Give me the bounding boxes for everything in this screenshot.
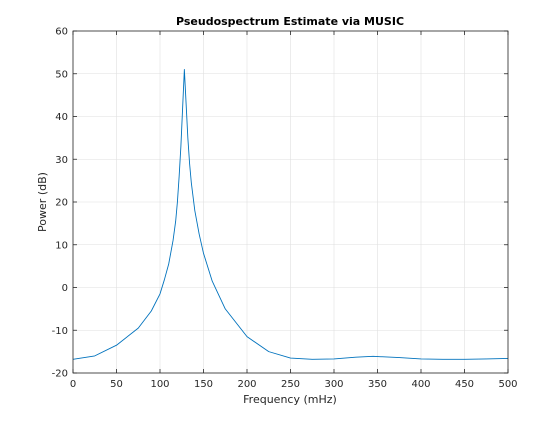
x-tick-label: 100: [150, 379, 169, 390]
y-tick-label: 30: [55, 155, 68, 166]
x-tick-label: 150: [194, 379, 213, 390]
series-layer: [72, 69, 509, 360]
y-tick-label: 10: [55, 240, 68, 251]
y-tick-label: -10: [52, 326, 68, 337]
x-tick-label: 300: [324, 379, 343, 390]
chart-title: Pseudospectrum Estimate via MUSIC: [176, 15, 404, 28]
x-tick-label: 450: [455, 379, 474, 390]
y-tick-label: 60: [55, 27, 68, 38]
tick-labels: 0 50 100 150 200 250 300 350 400 450 500 -20 -10 0 10 2…: [52, 27, 518, 391]
y-tick-label: 50: [55, 69, 68, 80]
series-line: [72, 69, 509, 360]
x-tick-label: 200: [237, 379, 256, 390]
y-tick-label: 20: [55, 198, 68, 209]
x-tick-label: 250: [281, 379, 300, 390]
x-tick-label: 50: [110, 379, 123, 390]
x-tick-label: 350: [368, 379, 387, 390]
x-tick-label: 500: [498, 379, 517, 390]
y-axis-title: Power (dB): [36, 172, 49, 232]
x-axis-title: Frequency (mHz): [243, 393, 337, 406]
y-tick-label: 40: [55, 112, 68, 123]
y-tick-label: -20: [52, 369, 68, 380]
x-tick-label: 0: [70, 379, 76, 390]
x-tick-label: 400: [411, 379, 430, 390]
ticks: [72, 30, 509, 374]
y-tick-label: 0: [62, 283, 68, 294]
